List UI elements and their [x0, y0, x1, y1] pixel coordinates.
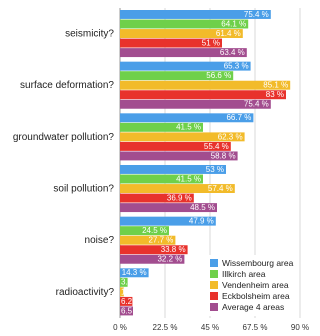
- value-label: 27.7 %: [148, 236, 173, 245]
- value-label: 64.1 %: [221, 19, 246, 28]
- y-tick-label: groundwater pollution?: [13, 132, 115, 143]
- bar: [120, 174, 203, 184]
- bar: [120, 306, 133, 316]
- bar: [120, 203, 217, 213]
- bar: [120, 165, 226, 174]
- bar: [120, 80, 291, 90]
- x-tick-label: 22.5 %: [153, 323, 178, 332]
- value-label: 66.7 %: [226, 113, 251, 122]
- legend-swatch: [210, 303, 218, 311]
- value-label: 48.5 %: [190, 203, 215, 212]
- bar: [120, 90, 286, 100]
- value-label: 6.5 %: [121, 306, 141, 315]
- y-tick-label: radioactivity?: [56, 287, 115, 298]
- bar: [120, 38, 222, 48]
- value-label: 75.4 %: [244, 100, 269, 109]
- bar: [120, 10, 271, 19]
- y-tick-label: soil pollution?: [53, 183, 114, 194]
- bar: [120, 141, 231, 151]
- bar: [120, 71, 234, 81]
- value-label: 36.9 %: [167, 193, 192, 202]
- value-label: 6.2 %: [121, 297, 141, 306]
- legend-swatch: [210, 281, 218, 289]
- value-label: 3.8 %: [121, 278, 141, 287]
- value-label: 51 %: [202, 38, 220, 47]
- bar: [120, 29, 243, 38]
- y-tick-label: surface deformation?: [20, 80, 114, 91]
- legend-box: [206, 255, 298, 316]
- bar: [120, 296, 133, 306]
- bar: [120, 19, 249, 29]
- bar: [120, 184, 235, 193]
- bar: [120, 113, 254, 123]
- value-label: 55.4 %: [204, 142, 229, 151]
- value-label: 83 %: [266, 90, 284, 99]
- legend-label: Eckbolsheim area: [222, 291, 290, 301]
- value-label: 53 %: [206, 165, 224, 174]
- x-tick-label: 90 %: [291, 323, 309, 332]
- value-label: 65.3 %: [224, 62, 249, 71]
- value-label: 24.5 %: [142, 226, 167, 235]
- bar: [120, 193, 194, 203]
- value-label: 47.9 %: [189, 217, 214, 226]
- value-label: 63.4 %: [220, 48, 245, 57]
- value-label: 57.4 %: [208, 184, 233, 193]
- value-label: 32.2 %: [157, 255, 182, 264]
- value-label: 56.6 %: [206, 71, 231, 80]
- bar: [120, 122, 203, 132]
- bar: [120, 268, 149, 278]
- value-label: 14.3 %: [122, 268, 147, 277]
- bar: [120, 132, 245, 142]
- bar: [120, 235, 176, 245]
- value-label: 75.4 %: [244, 10, 269, 19]
- value-label: 61.4 %: [216, 29, 241, 38]
- x-tick-label: 67.5 %: [243, 323, 268, 332]
- bar: [120, 48, 247, 58]
- x-tick-label: 45 %: [201, 323, 219, 332]
- legend-label: Average 4 areas: [222, 302, 284, 312]
- bar: [120, 277, 128, 287]
- bar: [120, 151, 238, 161]
- value-label: 1.9 %: [121, 287, 141, 296]
- legend-swatch: [210, 259, 218, 267]
- bar: [120, 287, 124, 297]
- legend-label: Wissembourg area: [222, 258, 294, 268]
- value-label: 58.8 %: [211, 151, 236, 160]
- bar: [120, 254, 185, 264]
- value-label: 62.3 %: [218, 132, 243, 141]
- y-tick-label: seismicity?: [65, 28, 114, 39]
- bar: [120, 245, 188, 255]
- value-label: 41.5 %: [176, 174, 201, 183]
- bar: [120, 216, 216, 226]
- legend-swatch: [210, 270, 218, 278]
- bar: [120, 61, 251, 71]
- legend-label: Vendenheim area: [222, 280, 289, 290]
- legend-swatch: [210, 292, 218, 300]
- value-label: 41.5 %: [176, 123, 201, 132]
- bar: [120, 226, 169, 236]
- x-tick-label: 0 %: [113, 323, 127, 332]
- value-label: 33.8 %: [161, 245, 186, 254]
- legend-label: Illkirch area: [222, 269, 266, 279]
- bar: [120, 99, 271, 109]
- y-tick-label: noise?: [85, 235, 115, 246]
- value-label: 85.1 %: [263, 81, 288, 90]
